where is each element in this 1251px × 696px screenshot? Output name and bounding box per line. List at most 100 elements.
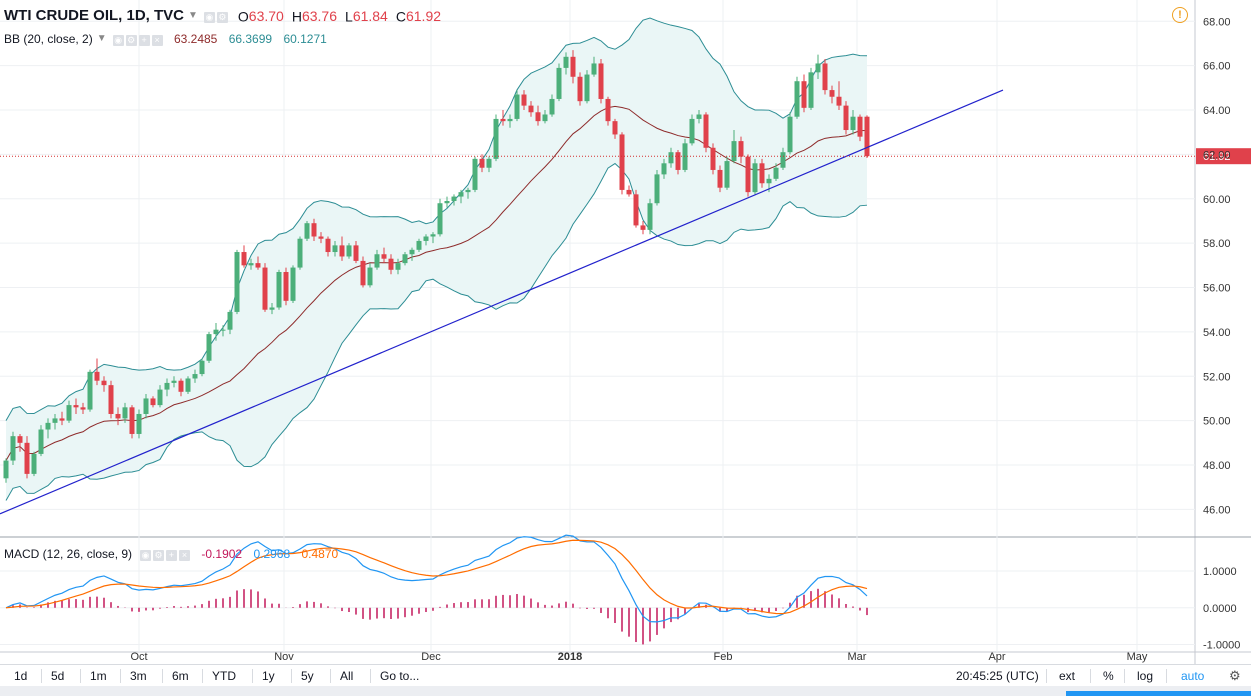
ohlc-key: O: [237, 7, 249, 24]
candle-body: [584, 74, 590, 102]
candle-body: [703, 114, 709, 148]
range-button-5d[interactable]: 5d: [51, 669, 65, 683]
trendline[interactable]: [0, 89, 1004, 515]
legend-buttons: ◉ ⚙: [203, 7, 230, 24]
bb-label[interactable]: BB (20, close, 2): [4, 31, 93, 46]
candle-body: [451, 196, 457, 202]
candle-body: [437, 203, 443, 235]
candle-body: [507, 118, 513, 122]
candle-body: [675, 152, 681, 170]
eye-icon[interactable]: ◉: [203, 12, 215, 24]
macd-line-value: 0.2968: [253, 546, 291, 561]
gear-icon[interactable]: ⚙: [216, 12, 228, 24]
candle-body: [136, 413, 142, 434]
candle-body: [374, 254, 380, 268]
candle-body: [311, 223, 317, 237]
candle-body: [304, 223, 310, 239]
candle-body: [752, 163, 758, 193]
candle-body: [654, 174, 660, 204]
candle-body: [283, 272, 289, 301]
price-badge: [1196, 148, 1251, 165]
candle-body: [297, 238, 303, 268]
price-tick-label: 68.00: [1203, 16, 1231, 28]
candle-body: [542, 114, 548, 122]
candle-body: [745, 156, 751, 193]
time-tick-label: Dec: [421, 651, 441, 663]
time-axis[interactable]: Oct Nov Dec 2018 Feb Mar Apr May: [130, 651, 1147, 663]
range-button-1m[interactable]: 1m: [90, 669, 107, 683]
bottom-panel-bar: [0, 686, 1251, 696]
divider: [252, 669, 253, 683]
plus-icon[interactable]: +: [166, 549, 178, 561]
plus-icon[interactable]: +: [138, 34, 150, 46]
candle-body: [360, 260, 366, 286]
close-icon[interactable]: ×: [151, 34, 163, 46]
range-button-1d[interactable]: 1d: [14, 669, 28, 683]
macd-tick-label: -1.0000: [1203, 639, 1240, 651]
candle-body: [402, 254, 408, 264]
candle-body: [94, 371, 100, 381]
chevron-down-icon[interactable]: ▼: [188, 9, 198, 21]
candle-body: [87, 371, 93, 410]
auto-button[interactable]: auto: [1181, 669, 1205, 683]
symbol-legend: WTI CRUDE OIL, 1D, TVC ▼ ◉ ⚙ O63.70 H63.76 L61…: [4, 6, 449, 24]
ohlc-value: 63.70: [248, 7, 284, 24]
candle-body: [395, 263, 401, 270]
candle-body: [80, 407, 86, 410]
range-button-6m[interactable]: 6m: [172, 669, 189, 683]
range-button-all[interactable]: All: [340, 669, 354, 683]
candle-body: [339, 245, 345, 257]
candle-body: [787, 116, 793, 153]
candle-body: [108, 385, 114, 414]
chevron-down-icon[interactable]: ▼: [96, 33, 107, 45]
eye-icon[interactable]: ◉: [112, 34, 124, 46]
candle-body: [710, 147, 716, 170]
ext-button[interactable]: ext: [1059, 669, 1076, 683]
price-tick-label: 64.00: [1203, 105, 1231, 117]
ohlc-key: L: [345, 7, 353, 24]
log-button[interactable]: log: [1137, 669, 1154, 683]
divider: [1166, 669, 1167, 683]
candle-body: [661, 163, 667, 175]
gear-icon[interactable]: ⚙: [153, 549, 165, 561]
candle-body: [766, 178, 772, 184]
gear-icon[interactable]: ⚙: [1229, 668, 1241, 683]
percent-button[interactable]: %: [1103, 669, 1114, 683]
candle-body: [318, 236, 324, 239]
macd-tick-label: 1.0000: [1203, 566, 1237, 578]
goto-button[interactable]: Go to...: [380, 669, 420, 683]
range-button-5y[interactable]: 5y: [301, 669, 314, 683]
time-tick-label: Apr: [988, 651, 1005, 663]
range-button-ytd[interactable]: YTD: [212, 669, 236, 683]
candle-body: [199, 360, 205, 375]
gear-icon[interactable]: ⚙: [125, 34, 137, 46]
candle-body: [290, 267, 296, 301]
candle-body: [535, 112, 541, 122]
eye-icon[interactable]: ◉: [140, 549, 152, 561]
divider: [1046, 669, 1047, 683]
candle-body: [220, 329, 226, 331]
symbol-title[interactable]: WTI CRUDE OIL, 1D, TVC: [4, 6, 184, 24]
price-tick-label: 46.00: [1203, 504, 1231, 516]
candle-body: [647, 203, 653, 230]
range-button-1y[interactable]: 1y: [262, 669, 275, 683]
panel-toggle[interactable]: [1066, 691, 1251, 696]
macd-label[interactable]: MACD (12, 26, close, 9): [4, 546, 133, 561]
range-button-3m[interactable]: 3m: [130, 669, 147, 683]
close-icon[interactable]: ×: [179, 549, 191, 561]
candle-body: [500, 118, 506, 122]
price-tick-label: 66.00: [1203, 61, 1231, 73]
price-axis[interactable]: 68.00 66.00 64.00 62.00 60.00 58.00 56.00 54.00…: [1203, 16, 1240, 651]
candle-body: [101, 380, 107, 386]
candle-body: [66, 405, 72, 421]
candle-body: [45, 422, 51, 430]
candle-body: [3, 460, 9, 479]
candle-body: [465, 189, 471, 193]
macd-pane: [5, 534, 868, 645]
candle-body: [227, 311, 233, 330]
warning-icon[interactable]: !: [1172, 7, 1188, 23]
utc-time[interactable]: 20:45:25 (UTC): [956, 669, 1039, 683]
macd-buttons: ◉ ⚙ + ×: [140, 547, 192, 561]
candle-body: [122, 407, 128, 419]
